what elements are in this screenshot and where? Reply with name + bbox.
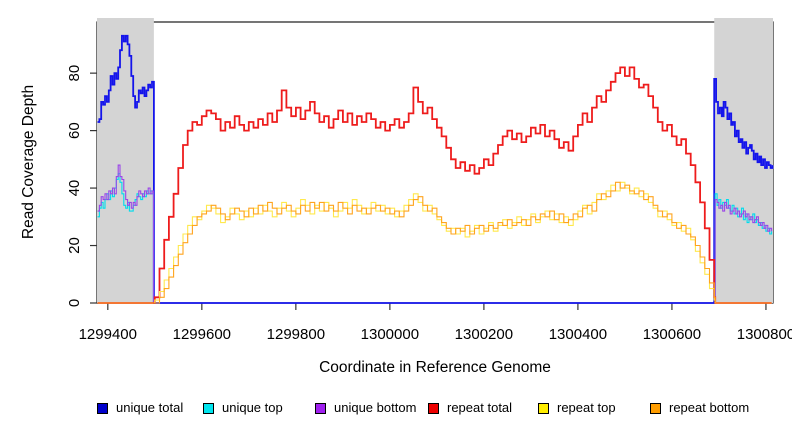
y-tick-label: 80 <box>66 65 83 82</box>
x-tick-label: 1300600 <box>643 326 701 343</box>
legend-label: repeat top <box>557 400 616 415</box>
series-line-repeat-top <box>97 181 772 304</box>
series-line-unique-total <box>97 34 774 304</box>
legend-item-repeat-total: repeat total <box>428 401 512 415</box>
legend-item-unique-top: unique top <box>203 401 283 415</box>
legend-label: repeat bottom <box>669 400 750 415</box>
series-line-repeat-total <box>97 66 772 304</box>
y-tick-label: 60 <box>66 122 83 139</box>
legend-swatch-repeat-total <box>428 402 439 414</box>
x-tick-label: 1300400 <box>549 326 607 343</box>
legend-item-unique-total: unique total <box>97 401 183 415</box>
legend-swatch-repeat-top <box>538 402 549 414</box>
x-tick-label: 1299800 <box>267 326 325 343</box>
series-line-repeat-bottom <box>97 181 772 304</box>
x-tick-label: 1300200 <box>455 326 513 343</box>
legend-label: unique top <box>222 400 283 415</box>
legend-label: unique bottom <box>334 400 417 415</box>
legend-item-unique-bottom: unique bottom <box>315 401 416 415</box>
legend-swatch-unique-bottom <box>315 402 326 414</box>
plot-canvas: 1299400 1299600 1299800 1300000 1300200 13004… <box>20 18 792 376</box>
x-tick-label: 1299400 <box>79 326 137 343</box>
legend-swatch-repeat-bottom <box>650 402 661 414</box>
x-tick-label: 1300800 <box>737 326 792 343</box>
series-line-unique-top <box>714 193 773 304</box>
x-tick-label: 1300000 <box>361 326 419 343</box>
y-axis-title: Read Coverage Depth <box>20 85 37 239</box>
legend-label: unique total <box>116 400 184 415</box>
legend-item-repeat-top: repeat top <box>538 401 616 415</box>
plot-border <box>96 21 774 304</box>
x-axis-title: Coordinate in Reference Genome <box>319 359 551 376</box>
shaded-region <box>97 18 154 303</box>
series-line-unique-bottom <box>714 199 773 304</box>
legend-item-repeat-bottom: repeat bottom <box>650 401 749 415</box>
y-tick-label: 0 <box>66 299 83 307</box>
legend-label: repeat total <box>447 400 513 415</box>
x-tick-label: 1299600 <box>173 326 231 343</box>
series-line-unique-bottom <box>97 164 154 303</box>
y-tick-label: 40 <box>66 180 83 197</box>
legend: unique total unique top unique bottom repea… <box>0 401 792 419</box>
legend-swatch-unique-total <box>97 402 108 414</box>
y-tick-label: 20 <box>66 237 83 254</box>
legend-swatch-unique-top <box>203 402 214 414</box>
